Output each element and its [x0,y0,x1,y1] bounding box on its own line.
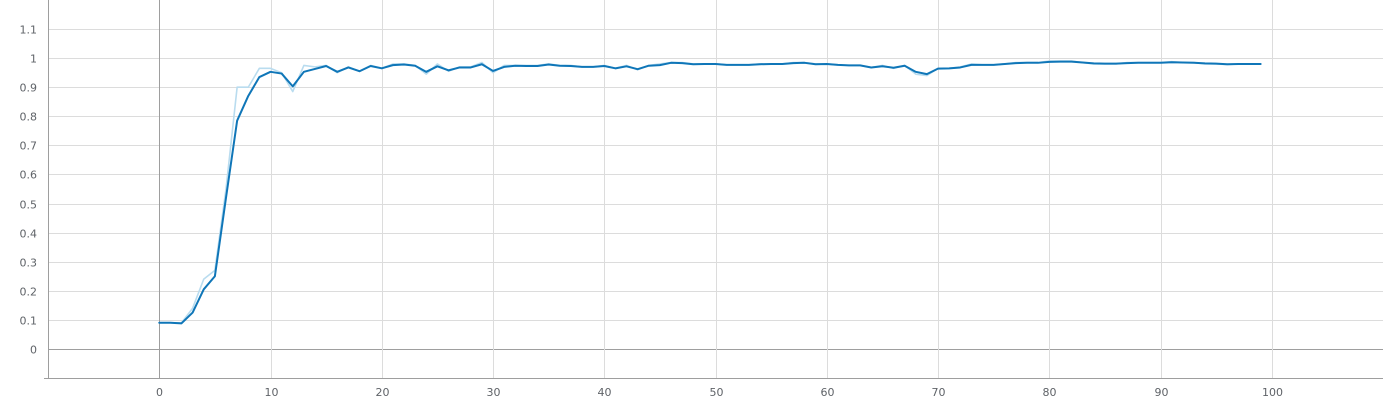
y-tick-label: 1 [30,53,37,66]
y-tick-label: 0.4 [20,228,38,241]
y-tick-label: 1.1 [20,24,38,37]
x-tick-label: 40 [598,386,612,399]
x-tick-label: 50 [710,386,724,399]
y-tick-label: 0.6 [20,169,38,182]
y-tick-label: 0 [30,344,37,357]
y-tick-label: 0.5 [20,199,38,212]
series-layer [158,60,1262,325]
x-tick-label: 100 [1262,386,1283,399]
x-tick-label: 80 [1043,386,1057,399]
x-tick-label: 70 [932,386,946,399]
y-tick-label: 0.2 [20,286,38,299]
x-tick-label: 20 [376,386,390,399]
grid-layer [48,0,1383,378]
x-tick-label: 10 [265,386,279,399]
smoothed-series-line [158,60,1262,325]
y-tick-label: 0.9 [20,82,38,95]
y-tick-label: 0.7 [20,140,38,153]
y-tick-label: 0.8 [20,111,38,124]
y-tick-label: 0.3 [20,257,38,270]
axis-layer [44,0,1383,379]
x-tick-label: 30 [487,386,501,399]
raw-series-line [158,60,1262,324]
x-tick-label: 0 [156,386,163,399]
tick-label-layer: 0 0.1 0.2 0.3 0.4 0.5 0.6 0.7 0.8 0.9 1 1.1 0 10 20 30 4… [20,24,1284,400]
x-tick-label: 60 [821,386,835,399]
x-tick-label: 90 [1155,386,1169,399]
y-tick-label: 0.1 [20,315,38,328]
